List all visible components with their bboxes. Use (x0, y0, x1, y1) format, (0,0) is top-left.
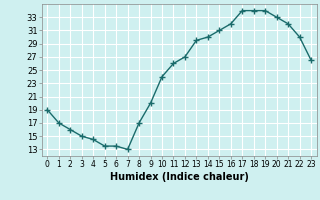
X-axis label: Humidex (Indice chaleur): Humidex (Indice chaleur) (110, 172, 249, 182)
